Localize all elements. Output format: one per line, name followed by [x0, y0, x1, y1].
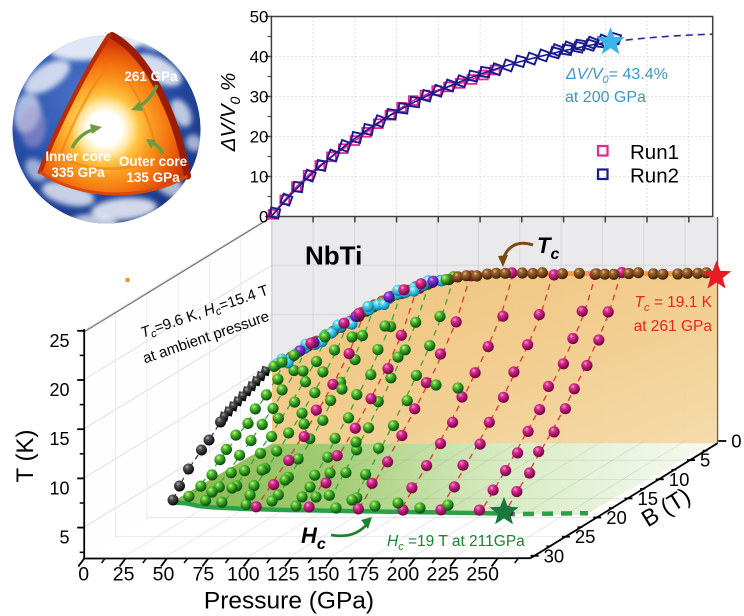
svg-text:20: 20: [250, 128, 269, 147]
svg-text:175: 175: [347, 564, 380, 586]
svg-text:Run2: Run2: [630, 165, 679, 188]
svg-text:135 GPa: 135 GPa: [126, 170, 180, 185]
svg-text:25: 25: [49, 331, 69, 351]
svg-text:10: 10: [49, 478, 69, 498]
svg-text:150: 150: [307, 564, 340, 586]
svg-text:Pressure (GPa): Pressure (GPa): [204, 588, 374, 615]
svg-text:335 GPa: 335 GPa: [51, 165, 105, 180]
svg-text:250: 250: [466, 564, 499, 586]
svg-text:25: 25: [575, 526, 596, 547]
svg-text:10: 10: [669, 469, 690, 490]
svg-text:at 261 GPa: at 261 GPa: [634, 318, 713, 335]
svg-text:200: 200: [387, 564, 420, 586]
svg-text:30: 30: [544, 545, 565, 566]
svg-text:30: 30: [250, 88, 269, 107]
svg-text:125: 125: [267, 564, 300, 586]
svg-text:Inner core: Inner core: [45, 149, 111, 164]
svg-text:T (K): T (K): [12, 430, 39, 483]
svg-text:75: 75: [193, 564, 215, 586]
svg-text:15: 15: [638, 488, 659, 509]
svg-text:20: 20: [49, 380, 69, 400]
svg-text:0: 0: [731, 431, 741, 452]
svg-text:NbTi: NbTi: [305, 241, 362, 271]
svg-text:261 GPa: 261 GPa: [124, 69, 178, 84]
svg-text:225: 225: [427, 564, 460, 586]
svg-text:50: 50: [250, 8, 269, 27]
svg-text:at 200 GPa: at 200 GPa: [565, 89, 646, 106]
svg-text:Hc: Hc: [301, 523, 326, 553]
svg-text:ΔV/V0= 43.4%: ΔV/V0= 43.4%: [565, 66, 668, 86]
svg-text:50: 50: [153, 564, 175, 586]
svg-text:0: 0: [259, 208, 268, 227]
svg-text:ΔV/V0 %: ΔV/V0 %: [217, 73, 243, 153]
svg-text:40: 40: [250, 48, 269, 67]
svg-text:100: 100: [227, 564, 260, 586]
svg-text:Hc =19 T at 211GPa: Hc =19 T at 211GPa: [387, 533, 525, 553]
svg-text:Outer core: Outer core: [119, 154, 188, 169]
svg-text:10: 10: [250, 168, 269, 187]
svg-text:Run1: Run1: [630, 141, 679, 164]
svg-text:Tc = 19.1 K: Tc = 19.1 K: [635, 294, 713, 314]
svg-text:20: 20: [606, 507, 627, 528]
svg-text:25: 25: [113, 564, 135, 586]
svg-text:5: 5: [59, 528, 69, 548]
svg-text:15: 15: [49, 429, 69, 449]
svg-text:0: 0: [78, 564, 89, 586]
svg-text:5: 5: [700, 450, 710, 471]
